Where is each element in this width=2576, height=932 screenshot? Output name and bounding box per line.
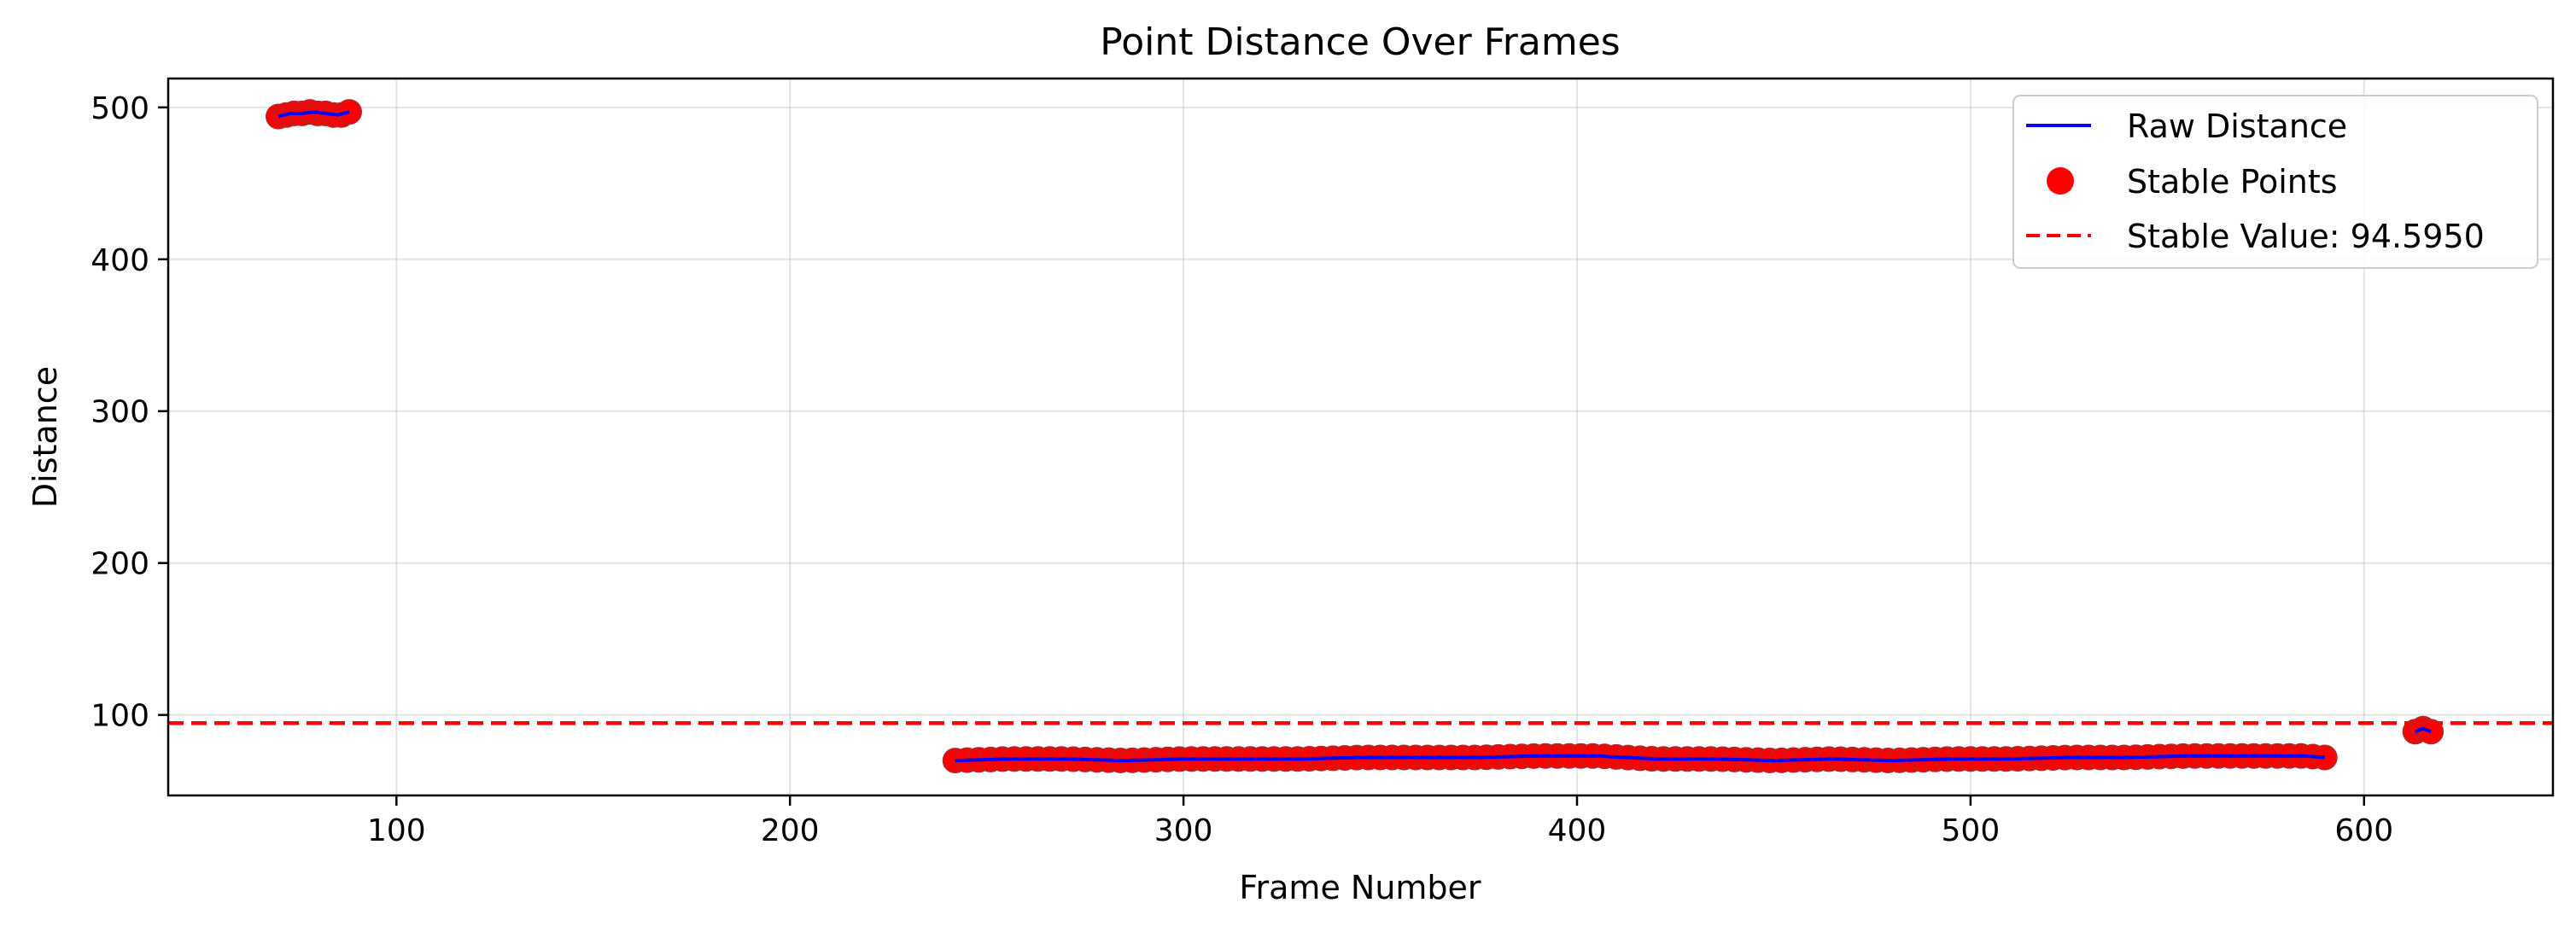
x-axis-label: Frame Number <box>1239 869 1481 906</box>
raw-distance-line <box>2414 726 2432 734</box>
x-tick-label: 200 <box>761 813 820 848</box>
legend-stable-value-label: Stable Value: 94.5950 <box>2127 218 2485 255</box>
stable-point <box>2418 719 2445 745</box>
y-tick-label: 300 <box>91 395 149 430</box>
x-tick-label: 100 <box>367 813 426 848</box>
x-tick-label: 300 <box>1154 813 1213 848</box>
y-tick-label: 100 <box>91 699 149 734</box>
x-tick-label: 400 <box>1548 813 1607 848</box>
y-tick-label: 200 <box>91 547 149 582</box>
y-axis-label: Distance <box>26 366 64 508</box>
plot-series <box>168 99 2553 774</box>
chart-title: Point Distance Over Frames <box>1100 20 1620 64</box>
legend-stable-points-swatch <box>2047 167 2074 195</box>
legend: Raw Distance Stable Points Stable Value:… <box>2012 95 2538 269</box>
plot-frame <box>166 77 2555 797</box>
raw-distance-line <box>277 110 350 119</box>
y-tick-label: 500 <box>91 91 149 126</box>
x-tick-label: 600 <box>2334 813 2393 848</box>
legend-box <box>2012 95 2538 269</box>
legend-raw-distance-label: Raw Distance <box>2127 108 2347 145</box>
raw-distance-line <box>955 754 2325 763</box>
y-tick-label: 400 <box>91 243 149 278</box>
x-tick-label: 500 <box>1942 813 2001 848</box>
legend-stable-points-label: Stable Points <box>2127 163 2338 201</box>
stable-point <box>336 99 363 125</box>
axis-ticks: 100 200 300 400 500 600 100 200 300 400 500 <box>91 91 2393 848</box>
